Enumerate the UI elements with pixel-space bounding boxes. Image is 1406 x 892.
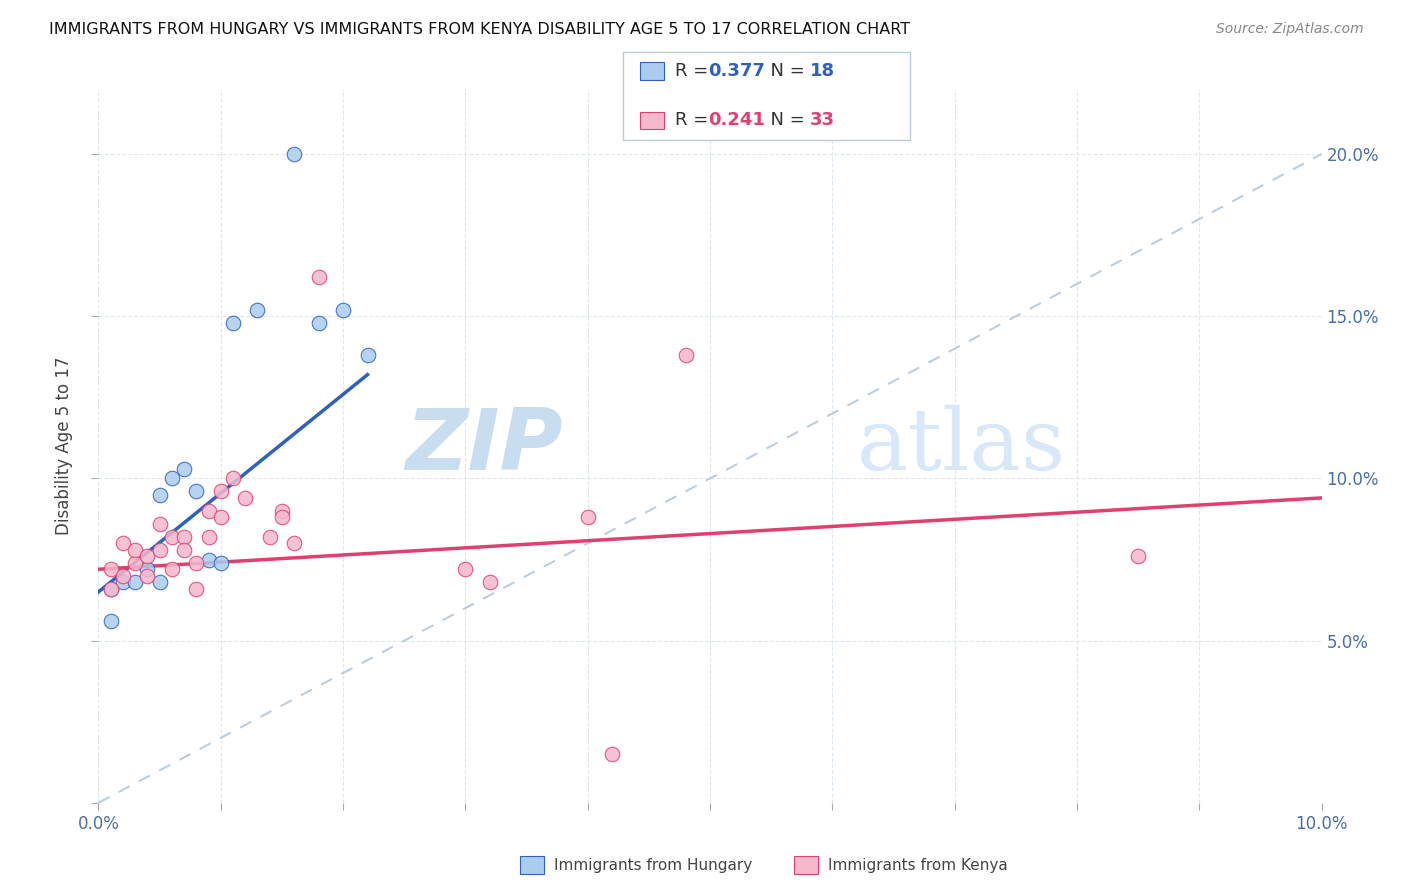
- Point: [160, 530, 183, 544]
- Point: [197, 530, 219, 544]
- Point: [149, 575, 172, 590]
- Point: [136, 568, 159, 582]
- Point: [454, 562, 477, 576]
- Text: 0.377: 0.377: [709, 62, 765, 80]
- Point: [270, 510, 292, 524]
- Point: [186, 556, 208, 570]
- Point: [173, 461, 195, 475]
- Text: N =: N =: [759, 112, 811, 129]
- Point: [149, 488, 172, 502]
- Point: [149, 542, 172, 557]
- Point: [233, 491, 256, 505]
- Text: 0.241: 0.241: [709, 112, 765, 129]
- Point: [124, 556, 146, 570]
- Point: [136, 562, 159, 576]
- Point: [356, 348, 378, 362]
- Text: atlas: atlas: [856, 404, 1066, 488]
- Point: [675, 348, 697, 362]
- Point: [332, 302, 354, 317]
- Point: [186, 582, 208, 596]
- Point: [149, 516, 172, 531]
- Point: [600, 747, 623, 761]
- Point: [124, 542, 146, 557]
- Text: Source: ZipAtlas.com: Source: ZipAtlas.com: [1216, 22, 1364, 37]
- Point: [186, 484, 208, 499]
- Point: [111, 536, 134, 550]
- Point: [283, 536, 305, 550]
- Text: N =: N =: [759, 62, 811, 80]
- Point: [111, 575, 134, 590]
- Point: [197, 504, 219, 518]
- Point: [222, 471, 245, 485]
- Text: 18: 18: [810, 62, 835, 80]
- Point: [308, 316, 330, 330]
- Point: [160, 471, 183, 485]
- Point: [173, 530, 195, 544]
- Text: IMMIGRANTS FROM HUNGARY VS IMMIGRANTS FROM KENYA DISABILITY AGE 5 TO 17 CORRELAT: IMMIGRANTS FROM HUNGARY VS IMMIGRANTS FR…: [49, 22, 910, 37]
- Point: [478, 575, 501, 590]
- Point: [270, 504, 292, 518]
- Point: [173, 542, 195, 557]
- Point: [283, 147, 305, 161]
- Y-axis label: Disability Age 5 to 17: Disability Age 5 to 17: [55, 357, 73, 535]
- Point: [124, 575, 146, 590]
- Text: ZIP: ZIP: [405, 404, 564, 488]
- Text: 33: 33: [810, 112, 835, 129]
- Point: [160, 562, 183, 576]
- Point: [209, 510, 232, 524]
- Point: [259, 530, 281, 544]
- Point: [246, 302, 269, 317]
- Point: [100, 582, 122, 596]
- Point: [197, 552, 219, 566]
- Point: [222, 316, 245, 330]
- Text: Immigrants from Kenya: Immigrants from Kenya: [828, 858, 1008, 872]
- Point: [136, 549, 159, 564]
- Point: [1128, 549, 1150, 564]
- Text: R =: R =: [675, 62, 714, 80]
- Point: [111, 568, 134, 582]
- Point: [209, 556, 232, 570]
- Point: [100, 582, 122, 596]
- Point: [308, 270, 330, 285]
- Point: [209, 484, 232, 499]
- Text: R =: R =: [675, 112, 714, 129]
- Text: Immigrants from Hungary: Immigrants from Hungary: [554, 858, 752, 872]
- Point: [576, 510, 599, 524]
- Point: [100, 614, 122, 628]
- Point: [100, 562, 122, 576]
